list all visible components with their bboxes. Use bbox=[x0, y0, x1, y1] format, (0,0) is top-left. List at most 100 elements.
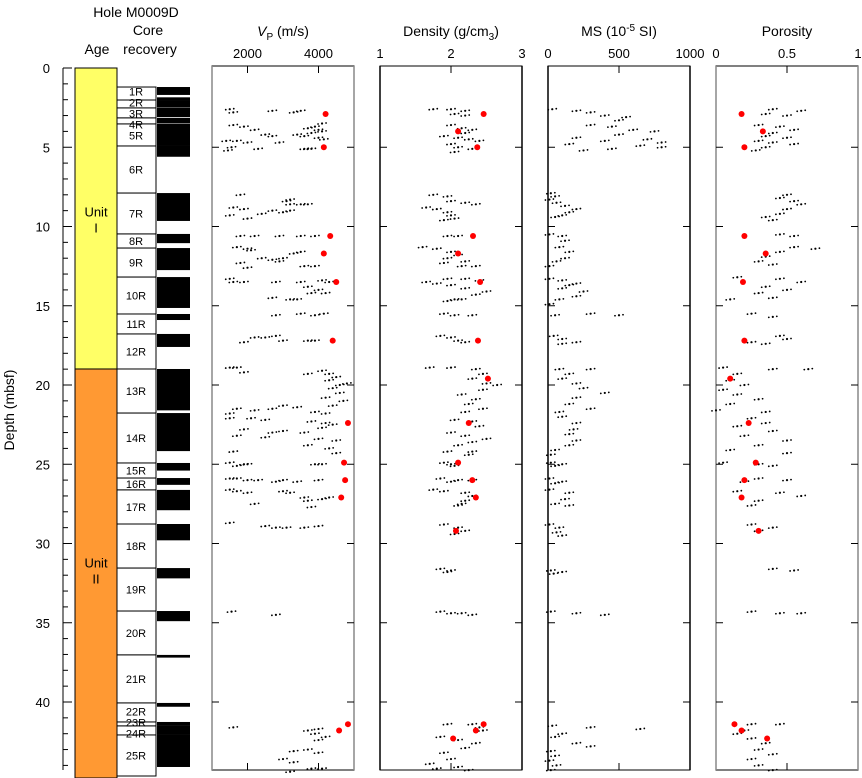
logging-point bbox=[793, 200, 796, 203]
recovery-bar bbox=[157, 100, 190, 108]
logging-point bbox=[436, 193, 439, 196]
logging-point bbox=[317, 123, 319, 125]
logging-point bbox=[249, 417, 253, 420]
logging-point bbox=[467, 138, 470, 141]
logging-point bbox=[267, 432, 270, 434]
logging-point bbox=[746, 341, 749, 344]
logging-point bbox=[804, 202, 807, 205]
logging-point bbox=[320, 130, 324, 133]
logging-point bbox=[320, 279, 324, 282]
logging-point bbox=[589, 111, 592, 114]
logging-point bbox=[310, 499, 313, 502]
logging-point bbox=[545, 192, 548, 195]
logging-point bbox=[421, 281, 424, 284]
core-label: 2R bbox=[129, 97, 143, 109]
logging-point bbox=[461, 253, 463, 256]
logging-point bbox=[447, 134, 449, 137]
logging-point bbox=[761, 443, 764, 446]
logging-point bbox=[778, 723, 782, 726]
logging-point bbox=[562, 298, 565, 300]
logging-point bbox=[236, 123, 239, 126]
logging-point bbox=[439, 567, 442, 570]
logging-point bbox=[782, 338, 784, 341]
logging-point bbox=[599, 115, 602, 117]
y-axis-label: Depth (mbsf) bbox=[1, 370, 17, 451]
logging-point bbox=[328, 291, 331, 294]
logging-point bbox=[489, 382, 492, 384]
x-tick-label: 500 bbox=[608, 46, 630, 61]
logging-point bbox=[464, 746, 467, 750]
logging-point bbox=[231, 478, 234, 480]
logging-point bbox=[443, 567, 446, 570]
logging-point bbox=[471, 128, 474, 131]
logging-point bbox=[460, 411, 463, 414]
logging-point bbox=[783, 611, 785, 614]
logging-point bbox=[306, 729, 309, 732]
discrete-sample-point bbox=[452, 527, 459, 534]
logging-point bbox=[589, 123, 592, 127]
logging-point bbox=[768, 112, 771, 115]
logging-point bbox=[239, 341, 241, 344]
logging-point bbox=[232, 214, 235, 216]
logging-point bbox=[552, 334, 555, 337]
logging-point bbox=[790, 136, 792, 139]
logging-point bbox=[461, 443, 463, 446]
logging-point bbox=[568, 211, 571, 214]
logging-point bbox=[228, 417, 231, 420]
logging-point bbox=[544, 199, 547, 201]
logging-point bbox=[431, 283, 434, 285]
logging-point bbox=[757, 139, 760, 143]
logging-point bbox=[471, 377, 474, 380]
logging-point bbox=[239, 463, 241, 466]
logging-point bbox=[328, 379, 331, 382]
logging-point bbox=[553, 610, 556, 613]
recovery-bar bbox=[157, 368, 190, 411]
logging-point bbox=[732, 490, 735, 493]
logging-point bbox=[467, 314, 470, 317]
logging-point bbox=[239, 126, 241, 129]
logging-point bbox=[757, 764, 760, 767]
logging-point bbox=[568, 402, 571, 406]
logging-point bbox=[460, 393, 463, 396]
logging-point bbox=[318, 125, 320, 128]
logging-point bbox=[325, 369, 327, 372]
logging-point bbox=[328, 421, 331, 424]
logging-point bbox=[292, 481, 295, 484]
logging-point bbox=[656, 146, 659, 149]
logging-point bbox=[295, 251, 298, 254]
logging-point bbox=[307, 431, 310, 433]
logging-point bbox=[239, 245, 242, 248]
logging-point bbox=[439, 334, 442, 337]
logging-point bbox=[425, 280, 428, 284]
logging-point bbox=[274, 142, 277, 144]
logging-point bbox=[544, 524, 547, 526]
depth-tick-label: 5 bbox=[43, 140, 50, 155]
logging-point bbox=[558, 410, 561, 414]
logging-point bbox=[771, 296, 774, 299]
logging-point bbox=[335, 452, 338, 455]
logging-point bbox=[320, 767, 324, 770]
logging-point bbox=[572, 491, 575, 494]
discrete-sample-point bbox=[741, 233, 748, 240]
logging-point bbox=[296, 133, 299, 136]
recovery-bar bbox=[157, 313, 190, 321]
logging-point bbox=[639, 727, 642, 731]
logging-point bbox=[767, 769, 770, 772]
logging-point bbox=[461, 504, 463, 506]
figure-layer: 0510152025303540UnitIUnitII1R2R3R4R5R6R7… bbox=[36, 23, 862, 778]
logging-point bbox=[554, 464, 557, 467]
logging-point bbox=[760, 256, 763, 259]
logging-point bbox=[482, 278, 485, 281]
logging-point bbox=[564, 403, 567, 406]
logging-point bbox=[447, 489, 449, 492]
logging-point bbox=[260, 134, 263, 136]
logging-point bbox=[320, 397, 323, 400]
logging-point bbox=[775, 251, 777, 254]
logging-point bbox=[555, 107, 558, 110]
logging-point bbox=[268, 133, 271, 135]
logging-point bbox=[767, 316, 770, 319]
logging-point bbox=[450, 570, 453, 573]
logging-point bbox=[286, 404, 288, 407]
core-label: 9R bbox=[129, 258, 143, 270]
core-box bbox=[116, 368, 157, 414]
